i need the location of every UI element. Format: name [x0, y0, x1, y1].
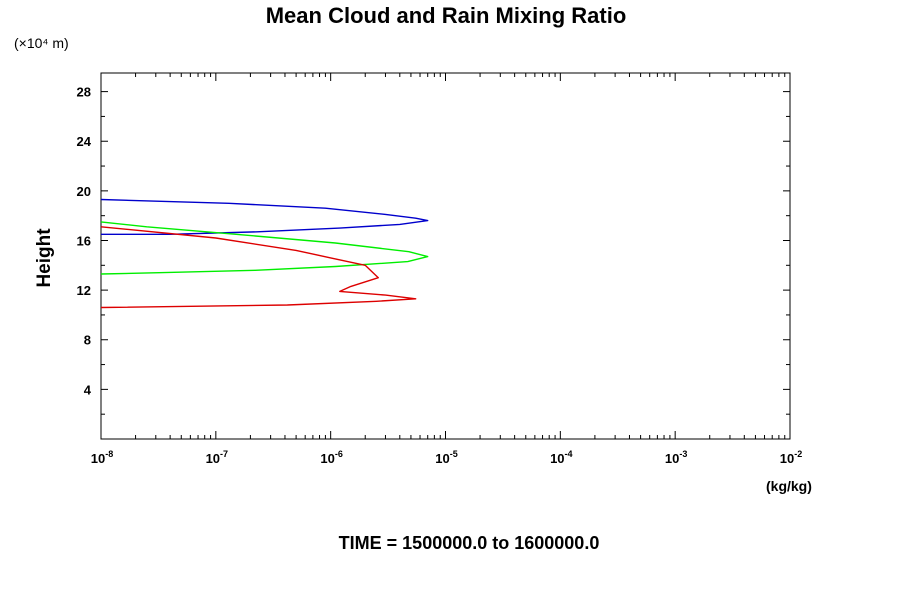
plot-frame: [100, 72, 791, 440]
y-axis-label: Height: [34, 228, 55, 288]
y-tick-label: 12: [77, 283, 91, 298]
x-tick-base: 10: [91, 451, 105, 466]
series-line-3: [100, 226, 417, 309]
x-tick-exponent: -7: [220, 449, 228, 459]
x-tick-base: 10: [780, 451, 794, 466]
x-tick-base: 10: [665, 451, 679, 466]
x-tick-label: 10-7: [206, 449, 228, 466]
y-scale-note: (×10⁴ m): [14, 35, 69, 51]
x-tick-label: 10-2: [780, 449, 802, 466]
x-tick-label: 10-3: [665, 449, 687, 466]
x-tick-exponent: -8: [105, 449, 113, 459]
y-tick-label: 16: [77, 233, 91, 248]
x-tick-base: 10: [206, 451, 220, 466]
y-tick-label: 4: [84, 382, 92, 397]
x-units-label: (kg/kg): [766, 478, 812, 494]
x-tick-exponent: -2: [794, 449, 802, 459]
x-tick-base: 10: [435, 451, 449, 466]
x-tick-label: 10-4: [550, 449, 572, 466]
x-tick-exponent: -3: [679, 449, 687, 459]
chart-title: Mean Cloud and Rain Mixing Ratio: [266, 3, 627, 28]
x-tick-label: 10-5: [435, 449, 457, 466]
x-tick-base: 10: [320, 451, 334, 466]
y-tick-label: 24: [77, 134, 92, 149]
x-tick-exponent: -6: [335, 449, 343, 459]
x-tick-base: 10: [550, 451, 564, 466]
x-tick-label: 10-8: [91, 449, 113, 466]
y-tick-label: 20: [77, 184, 91, 199]
time-footer: TIME = 1500000.0 to 1600000.0: [339, 533, 600, 553]
y-tick-label: 8: [84, 333, 91, 348]
x-tick-label: 10-6: [320, 449, 342, 466]
series-line-1: [100, 198, 429, 236]
x-tick-exponent: -4: [565, 449, 573, 459]
series-layer: [100, 198, 429, 309]
y-tick-label: 28: [77, 85, 91, 100]
x-tick-exponent: -5: [450, 449, 458, 459]
series-line-2: [100, 221, 429, 275]
